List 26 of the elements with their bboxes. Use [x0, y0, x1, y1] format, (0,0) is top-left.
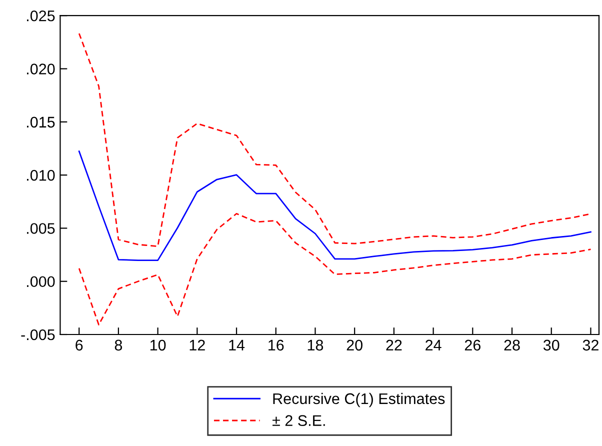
x-tick-label: 8 — [114, 340, 122, 351]
legend-label: ± 2 S.E. — [272, 415, 325, 426]
y-tick-label: .020 — [27, 64, 55, 74]
y-tick-label: .025 — [27, 10, 55, 22]
x-tick-label: 26 — [464, 340, 480, 351]
y-tick-label: .000 — [27, 276, 55, 288]
line-series — [78, 150, 592, 261]
x-tick-label: 12 — [190, 340, 205, 350]
x-tick-label: 14 — [229, 340, 245, 350]
x-tick-label: 32 — [582, 340, 598, 351]
x-tick-label: 22 — [386, 340, 402, 350]
x-tick-label: 20 — [346, 340, 362, 351]
x-tick-label: 6 — [76, 340, 83, 351]
y-tick-label: .005 — [27, 223, 55, 234]
line-series — [78, 212, 592, 326]
x-tick-label: 10 — [150, 340, 166, 351]
y-tick-label: -.005 — [21, 329, 55, 340]
x-tick-label: 16 — [268, 340, 284, 351]
x-tick-label: 18 — [308, 340, 324, 351]
y-tick-label: .015 — [27, 116, 55, 128]
x-tick-label: 28 — [504, 340, 520, 351]
x-tick-label: 30 — [543, 340, 560, 351]
y-tick-label: .010 — [27, 170, 55, 181]
legend-label: Recursive C(1) Estimates — [273, 392, 445, 408]
line-series — [78, 32, 592, 247]
x-tick-label: 24 — [426, 340, 442, 350]
